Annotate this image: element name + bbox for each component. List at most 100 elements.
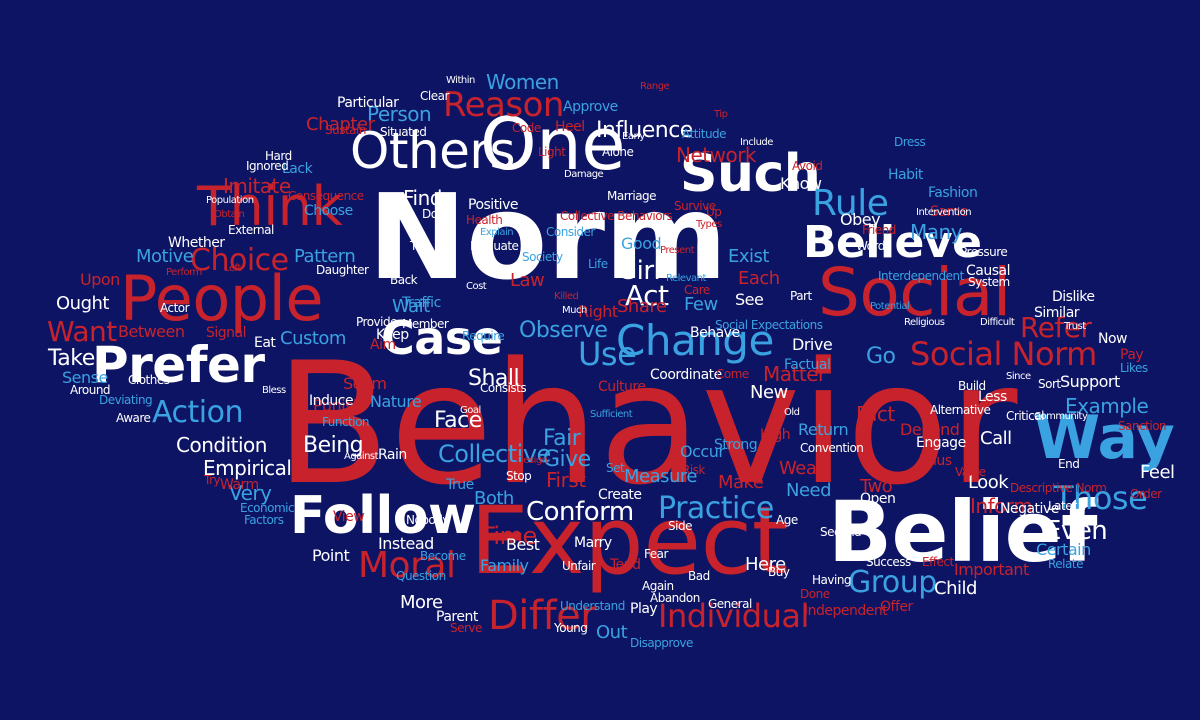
word-go: Go (866, 344, 896, 369)
word-alone: Alone (602, 145, 634, 159)
word-cost: Cost (466, 281, 487, 292)
word-serve: Serve (450, 621, 482, 635)
word-aim: Aim (370, 337, 396, 353)
word-girl: Girl (617, 256, 661, 286)
word-build: Build (958, 379, 986, 393)
word-behavior: Behavior (275, 326, 1018, 522)
word-face: Face (434, 408, 482, 433)
word-custom: Custom (280, 328, 346, 349)
word-situated: Situated (380, 125, 427, 139)
word-avoid: Avoid (792, 159, 823, 173)
word-evaluate: Evaluate (470, 239, 519, 253)
word-types: Types (696, 219, 722, 230)
word-design: Design (516, 455, 548, 466)
word-feel: Feel (1140, 462, 1175, 483)
word-shall: Shall (468, 366, 520, 391)
word-question: Question (396, 569, 446, 583)
word-women: Women (486, 70, 559, 94)
word-nature: Nature (370, 392, 422, 411)
word-side: Side (668, 519, 692, 533)
word-exist: Exist (728, 246, 769, 267)
word-much: Much (562, 305, 587, 316)
word-against: Against (344, 451, 379, 462)
word-since: Since (1006, 371, 1031, 382)
word-warm: Warm (220, 477, 259, 493)
word-reason: Reason (443, 85, 564, 125)
word-keep: Keep (376, 327, 409, 343)
word-know: Know (780, 174, 822, 193)
word-engage: Engage (916, 435, 966, 451)
word-inform: Inform (970, 494, 1033, 518)
word-code: Code (512, 121, 541, 135)
word-observe: Observe (519, 318, 608, 343)
word-interdependent: Interdependent (878, 269, 964, 283)
word-effect: Effect (922, 555, 954, 569)
word-traffic: Traffic (402, 295, 441, 311)
word-good: Good (621, 234, 662, 253)
word-intervention: Intervention (916, 207, 972, 218)
word-care: Care (684, 283, 710, 297)
word-individual: Individual (658, 597, 809, 635)
word-true: True (446, 477, 474, 493)
word-clear: Clear (420, 89, 449, 103)
word-expect: Expect (470, 487, 789, 596)
word-belief: Belief (828, 483, 1098, 581)
word-community: Community (1034, 411, 1088, 422)
word-doing: Doing (422, 207, 455, 221)
word-want: Want (47, 315, 117, 348)
word-need: Need (786, 480, 832, 501)
word-here: Here (745, 554, 786, 575)
word-marry: Marry (574, 535, 612, 551)
word-population: Population (206, 195, 254, 206)
word-daughter: Daughter (316, 263, 369, 277)
word-factors: Factors (244, 513, 284, 527)
word-require: Require (462, 329, 505, 343)
word-occur: Occur (680, 442, 725, 461)
word-law: Law (510, 270, 545, 291)
word-use: Use (578, 335, 637, 373)
word-value: Value (955, 465, 986, 479)
word-open: Open (860, 491, 896, 507)
word-done: Done (800, 587, 830, 601)
word-killed: Killed (554, 291, 579, 302)
word-drive: Drive (792, 335, 833, 354)
word-change: Change (616, 316, 774, 365)
word-stop: Stop (506, 469, 532, 483)
word-present: Present (660, 245, 695, 256)
word-relate: Relate (1048, 557, 1083, 571)
word-example: Example (1065, 394, 1149, 418)
word-wear: Wear (779, 458, 824, 479)
word-relevant: Relevant (666, 273, 706, 284)
word-rain: Rain (378, 447, 407, 463)
word-social-norm: Social Norm (910, 335, 1097, 373)
word-within: Within (446, 75, 475, 86)
word-out: Out (596, 622, 628, 643)
word-instead: Instead (378, 534, 434, 553)
word-range: Range (640, 81, 670, 92)
word-take: Take (48, 346, 95, 371)
word-time: Time (480, 522, 537, 550)
word-back: Back (390, 273, 418, 287)
word-aware: Aware (116, 411, 151, 425)
word-approve: Approve (563, 99, 618, 115)
word-word: Word (856, 239, 885, 253)
word-sense: Sense (62, 368, 108, 387)
word-alternative: Alternative (930, 403, 991, 417)
word-similar: Similar (1034, 305, 1080, 321)
word-economic: Economic (240, 501, 295, 515)
word-society: Society (522, 250, 563, 264)
word-abandon: Abandon (650, 591, 700, 605)
word-think: Think (197, 175, 343, 238)
word-consequence: Consequence (288, 189, 364, 203)
word-wait: Wait (392, 296, 430, 317)
word-sort: Sort (1038, 377, 1061, 391)
word-coordinate: Coordinate (650, 367, 722, 383)
word-right: Right (578, 302, 618, 321)
word-case: Case (381, 311, 503, 365)
word-many: Many (910, 220, 963, 244)
word-part: Part (790, 289, 812, 303)
word-health: Health (466, 213, 503, 227)
word-become: Become (420, 549, 466, 563)
word-dress: Dress (894, 135, 926, 149)
word-seem: Seem (343, 374, 387, 393)
